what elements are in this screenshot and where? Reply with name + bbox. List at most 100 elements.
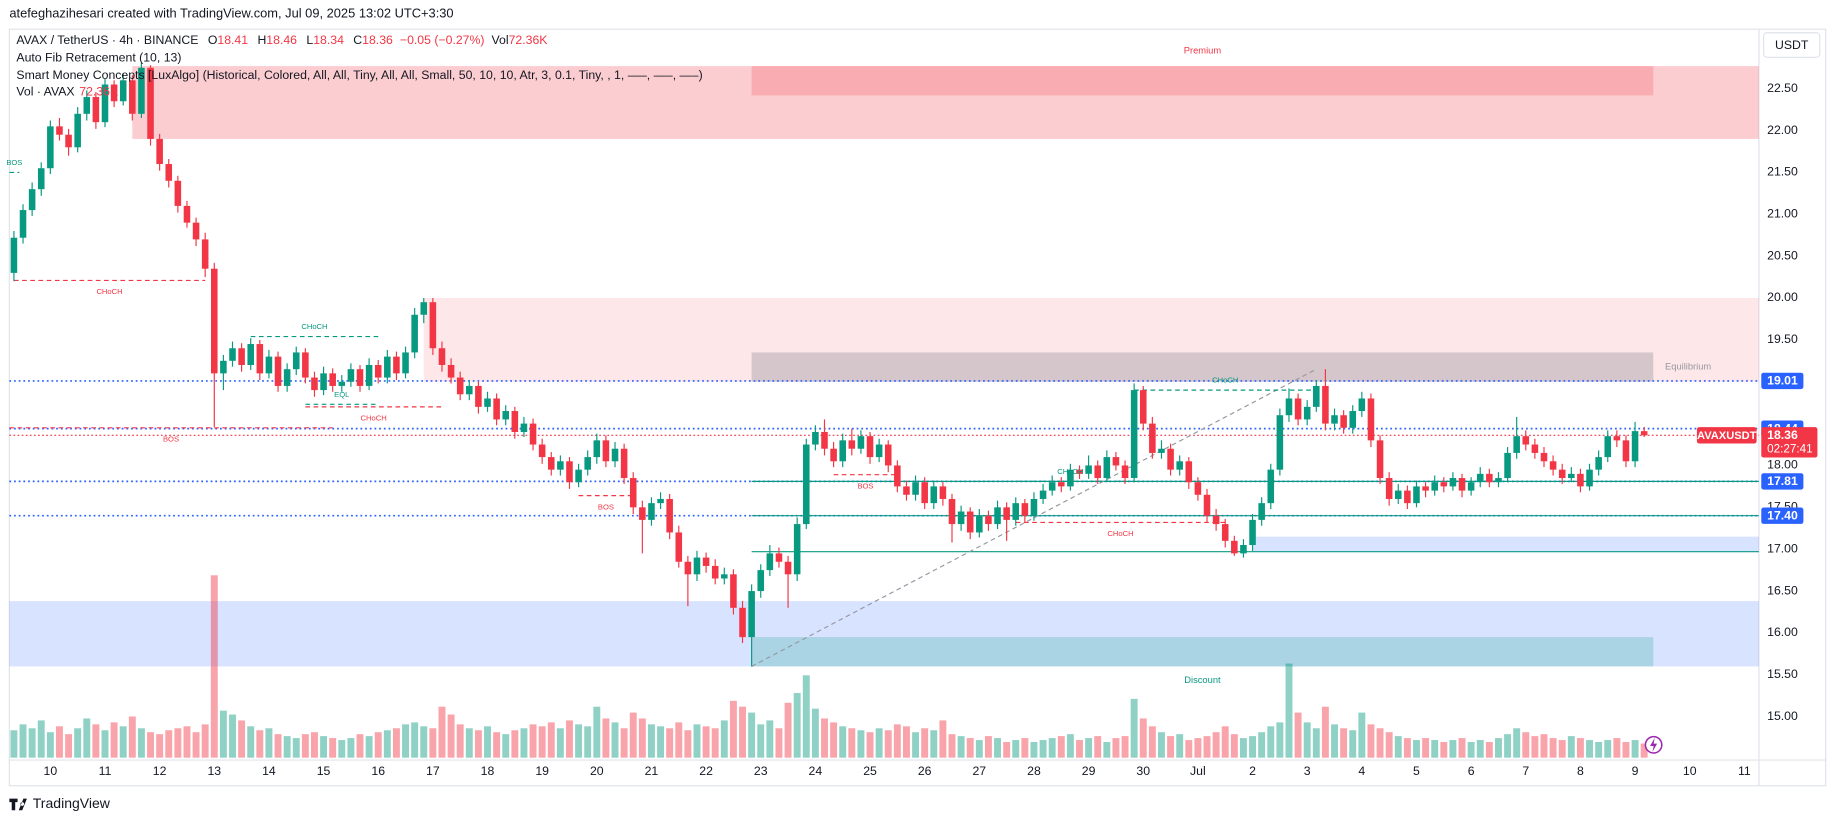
candle-body [129, 80, 136, 114]
candle-body [356, 369, 364, 386]
volume-bar [329, 738, 337, 758]
candle-body [493, 398, 500, 420]
candle-body [994, 507, 1001, 525]
price-badge [1761, 507, 1804, 524]
volume-bar [821, 718, 828, 758]
candle-body [1003, 507, 1010, 520]
volume-bar [1586, 740, 1593, 758]
candle-body [110, 84, 118, 102]
volume-bar [1085, 738, 1093, 758]
icon-bolt[interactable] [1650, 737, 1658, 752]
volume-bar [1531, 736, 1539, 758]
volume-bar [693, 724, 701, 758]
indicator-value: 72.36K [79, 85, 119, 99]
candle-body [1221, 524, 1229, 541]
candle-body [1249, 519, 1256, 546]
candle-body [174, 180, 182, 206]
volume-bar [1422, 738, 1430, 758]
candle-body [420, 302, 428, 315]
candle-body [730, 574, 737, 608]
candle-body [1331, 415, 1338, 424]
candle-body [1139, 390, 1147, 424]
currency[interactable]: USDT [1775, 38, 1809, 52]
structure-label: BOS [163, 434, 179, 443]
volume-bar [902, 726, 910, 758]
axes: 22.50 22.00 21.50 21.00 20.50 20.00 19.50 18.00… [44, 81, 1818, 778]
candle-body [1048, 482, 1056, 491]
candle-body [1294, 398, 1302, 420]
labels: Premium Equilibrium Discount BOS CHoCH CHoCH E… [6, 45, 1711, 685]
volume-bar [975, 740, 983, 758]
structure-label: BOS [598, 502, 614, 511]
volume-bar [711, 728, 719, 758]
volume-bar [1558, 740, 1566, 758]
candle-body [37, 168, 45, 190]
volume-bar [1030, 741, 1038, 758]
volume-bar [757, 724, 765, 758]
candle-body [211, 268, 218, 374]
candle-body [538, 444, 546, 458]
volume-bar [930, 730, 938, 758]
volume-bar [866, 732, 874, 758]
volume-bar [165, 730, 173, 758]
currency-button[interactable] [1763, 32, 1821, 58]
candle-body [1267, 469, 1275, 504]
lines [9, 171, 1759, 667]
price-badge-label: 17.81 [1767, 474, 1798, 488]
candle-body [684, 561, 692, 575]
candle-body [830, 448, 837, 462]
x-tick-label: 11 [99, 764, 112, 778]
x-tick-label: 12 [153, 764, 167, 778]
volume-bar [420, 726, 428, 758]
volume-bar [1303, 722, 1311, 758]
volume-bar [1549, 738, 1557, 758]
price-badge-label: 19.01 [1767, 374, 1798, 388]
x-tick-label: 25 [863, 764, 877, 778]
price-badge [1761, 372, 1804, 390]
indicator: Smart Money Concepts [LuxAlgo] (Historic… [16, 68, 702, 82]
candle-body [611, 448, 619, 462]
candle-body [966, 511, 974, 533]
candle-body [1167, 448, 1174, 470]
candle-body [566, 461, 573, 483]
frame [8, 28, 1827, 787]
volume-bar [55, 726, 63, 758]
volume-bar [465, 728, 473, 758]
candle-body [939, 486, 947, 499]
volume-bar [1048, 738, 1056, 758]
volume-bar [110, 722, 118, 758]
volume-bar [520, 728, 528, 758]
x-tick-label: 14 [262, 764, 276, 778]
x-tick-label: 27 [972, 764, 986, 778]
lightning-icon[interactable] [1644, 735, 1663, 754]
volume-bar [921, 728, 929, 758]
volume-bar [1567, 736, 1575, 758]
candle-body [839, 440, 846, 462]
candles [10, 61, 1648, 667]
volume-bar [1540, 734, 1548, 758]
y-tick-label: 21.00 [1767, 207, 1798, 221]
volume-bar [1239, 738, 1247, 758]
candle-body [365, 364, 373, 386]
volume-bar [1376, 728, 1384, 758]
x-tick-label: 10 [1683, 764, 1697, 778]
candle-body [283, 369, 291, 386]
last-price-badge [1761, 427, 1818, 458]
volume-bar [1385, 732, 1393, 758]
candle-body [56, 126, 63, 135]
candle-body [784, 561, 792, 575]
zone [423, 298, 1759, 382]
candle-body [411, 314, 418, 353]
candle-body [74, 113, 81, 148]
candle-body [921, 482, 928, 504]
volume-bar [893, 724, 901, 758]
volume-bar [1494, 738, 1502, 758]
candle-body [766, 553, 774, 571]
logo-mark [9, 798, 27, 811]
volume-bar [675, 722, 683, 758]
volume-bar [292, 738, 300, 758]
candle-body [1185, 461, 1193, 483]
price-badge [1761, 473, 1804, 490]
volume-bar [28, 728, 36, 758]
